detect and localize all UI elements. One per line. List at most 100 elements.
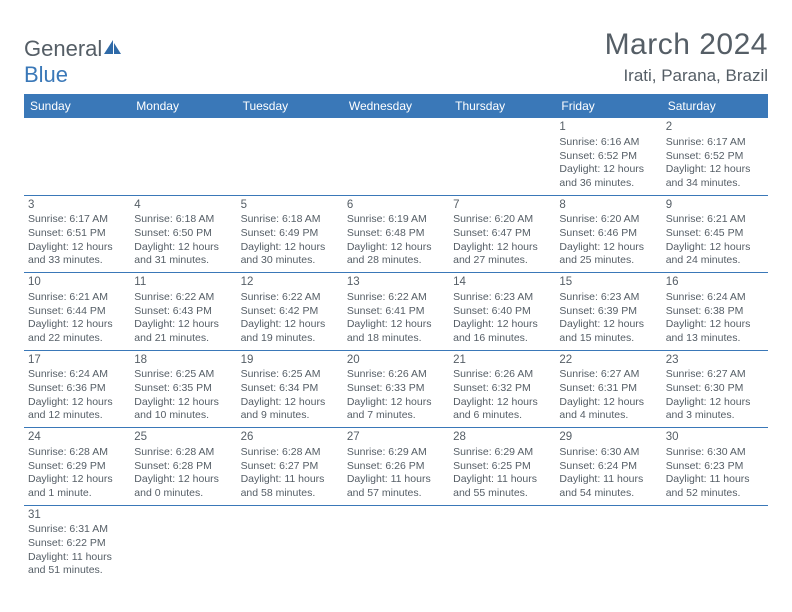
sunset-text: Sunset: 6:29 PM bbox=[28, 460, 126, 474]
sunset-text: Sunset: 6:34 PM bbox=[241, 382, 339, 396]
daylight-text: and 15 minutes. bbox=[559, 332, 657, 346]
daylight-text: Daylight: 12 hours bbox=[666, 241, 764, 255]
sunset-text: Sunset: 6:31 PM bbox=[559, 382, 657, 396]
calendar-day-cell: 24Sunrise: 6:28 AMSunset: 6:29 PMDayligh… bbox=[24, 428, 130, 506]
day-number: 19 bbox=[241, 353, 339, 368]
daylight-text: Daylight: 12 hours bbox=[347, 396, 445, 410]
logo: GeneralBlue bbox=[24, 36, 122, 88]
daylight-text: Daylight: 12 hours bbox=[134, 396, 232, 410]
day-number: 11 bbox=[134, 275, 232, 290]
calendar-day-cell bbox=[130, 505, 236, 582]
daylight-text: and 3 minutes. bbox=[666, 409, 764, 423]
calendar-day-cell bbox=[343, 505, 449, 582]
calendar-page: GeneralBlue March 2024 Irati, Parana, Br… bbox=[0, 0, 792, 602]
daylight-text: and 1 minute. bbox=[28, 487, 126, 501]
daylight-text: Daylight: 12 hours bbox=[453, 396, 551, 410]
daylight-text: and 25 minutes. bbox=[559, 254, 657, 268]
sunset-text: Sunset: 6:43 PM bbox=[134, 305, 232, 319]
calendar-week-row: 17Sunrise: 6:24 AMSunset: 6:36 PMDayligh… bbox=[24, 350, 768, 428]
day-number: 8 bbox=[559, 198, 657, 213]
weekday-header: Tuesday bbox=[237, 94, 343, 118]
daylight-text: and 0 minutes. bbox=[134, 487, 232, 501]
sunset-text: Sunset: 6:51 PM bbox=[28, 227, 126, 241]
daylight-text: Daylight: 12 hours bbox=[453, 318, 551, 332]
daylight-text: Daylight: 12 hours bbox=[347, 241, 445, 255]
calendar-day-cell: 9Sunrise: 6:21 AMSunset: 6:45 PMDaylight… bbox=[662, 195, 768, 273]
sunset-text: Sunset: 6:27 PM bbox=[241, 460, 339, 474]
day-number: 10 bbox=[28, 275, 126, 290]
sunset-text: Sunset: 6:22 PM bbox=[28, 537, 126, 551]
daylight-text: and 21 minutes. bbox=[134, 332, 232, 346]
daylight-text: and 10 minutes. bbox=[134, 409, 232, 423]
sunset-text: Sunset: 6:45 PM bbox=[666, 227, 764, 241]
calendar-week-row: 10Sunrise: 6:21 AMSunset: 6:44 PMDayligh… bbox=[24, 273, 768, 351]
daylight-text: Daylight: 11 hours bbox=[559, 473, 657, 487]
sunset-text: Sunset: 6:26 PM bbox=[347, 460, 445, 474]
calendar-day-cell bbox=[662, 505, 768, 582]
daylight-text: and 18 minutes. bbox=[347, 332, 445, 346]
sunset-text: Sunset: 6:25 PM bbox=[453, 460, 551, 474]
calendar-day-cell: 5Sunrise: 6:18 AMSunset: 6:49 PMDaylight… bbox=[237, 195, 343, 273]
daylight-text: Daylight: 12 hours bbox=[666, 318, 764, 332]
calendar-day-cell bbox=[130, 118, 236, 195]
calendar-day-cell: 27Sunrise: 6:29 AMSunset: 6:26 PMDayligh… bbox=[343, 428, 449, 506]
daylight-text: Daylight: 11 hours bbox=[241, 473, 339, 487]
sunset-text: Sunset: 6:36 PM bbox=[28, 382, 126, 396]
sunset-text: Sunset: 6:44 PM bbox=[28, 305, 126, 319]
calendar-day-cell: 16Sunrise: 6:24 AMSunset: 6:38 PMDayligh… bbox=[662, 273, 768, 351]
daylight-text: Daylight: 12 hours bbox=[453, 241, 551, 255]
calendar-day-cell: 11Sunrise: 6:22 AMSunset: 6:43 PMDayligh… bbox=[130, 273, 236, 351]
sunrise-text: Sunrise: 6:23 AM bbox=[453, 291, 551, 305]
calendar-day-cell: 2Sunrise: 6:17 AMSunset: 6:52 PMDaylight… bbox=[662, 118, 768, 195]
daylight-text: Daylight: 12 hours bbox=[559, 396, 657, 410]
sunset-text: Sunset: 6:39 PM bbox=[559, 305, 657, 319]
weekday-header: Saturday bbox=[662, 94, 768, 118]
daylight-text: and 34 minutes. bbox=[666, 177, 764, 191]
daylight-text: and 33 minutes. bbox=[28, 254, 126, 268]
calendar-day-cell bbox=[449, 118, 555, 195]
calendar-day-cell: 25Sunrise: 6:28 AMSunset: 6:28 PMDayligh… bbox=[130, 428, 236, 506]
daylight-text: and 28 minutes. bbox=[347, 254, 445, 268]
sunrise-text: Sunrise: 6:17 AM bbox=[666, 136, 764, 150]
calendar-week-row: 1Sunrise: 6:16 AMSunset: 6:52 PMDaylight… bbox=[24, 118, 768, 195]
sunrise-text: Sunrise: 6:18 AM bbox=[241, 213, 339, 227]
sunrise-text: Sunrise: 6:30 AM bbox=[666, 446, 764, 460]
daylight-text: Daylight: 12 hours bbox=[134, 241, 232, 255]
sunset-text: Sunset: 6:52 PM bbox=[666, 150, 764, 164]
sunset-text: Sunset: 6:38 PM bbox=[666, 305, 764, 319]
sunset-text: Sunset: 6:24 PM bbox=[559, 460, 657, 474]
daylight-text: Daylight: 12 hours bbox=[28, 396, 126, 410]
daylight-text: and 54 minutes. bbox=[559, 487, 657, 501]
weekday-header: Sunday bbox=[24, 94, 130, 118]
sunset-text: Sunset: 6:30 PM bbox=[666, 382, 764, 396]
sunrise-text: Sunrise: 6:22 AM bbox=[347, 291, 445, 305]
calendar-day-cell bbox=[343, 118, 449, 195]
daylight-text: and 31 minutes. bbox=[134, 254, 232, 268]
sunrise-text: Sunrise: 6:28 AM bbox=[134, 446, 232, 460]
logo-text: GeneralBlue bbox=[24, 36, 122, 88]
calendar-day-cell: 31Sunrise: 6:31 AMSunset: 6:22 PMDayligh… bbox=[24, 505, 130, 582]
calendar-day-cell bbox=[449, 505, 555, 582]
calendar-day-cell: 8Sunrise: 6:20 AMSunset: 6:46 PMDaylight… bbox=[555, 195, 661, 273]
sunrise-text: Sunrise: 6:24 AM bbox=[666, 291, 764, 305]
day-number: 21 bbox=[453, 353, 551, 368]
calendar-day-cell: 23Sunrise: 6:27 AMSunset: 6:30 PMDayligh… bbox=[662, 350, 768, 428]
daylight-text: and 30 minutes. bbox=[241, 254, 339, 268]
daylight-text: Daylight: 12 hours bbox=[347, 318, 445, 332]
calendar-day-cell: 3Sunrise: 6:17 AMSunset: 6:51 PMDaylight… bbox=[24, 195, 130, 273]
day-number: 4 bbox=[134, 198, 232, 213]
calendar-day-cell: 18Sunrise: 6:25 AMSunset: 6:35 PMDayligh… bbox=[130, 350, 236, 428]
day-number: 2 bbox=[666, 120, 764, 135]
daylight-text: Daylight: 12 hours bbox=[28, 473, 126, 487]
sunrise-text: Sunrise: 6:26 AM bbox=[347, 368, 445, 382]
daylight-text: Daylight: 12 hours bbox=[28, 241, 126, 255]
daylight-text: and 9 minutes. bbox=[241, 409, 339, 423]
day-number: 28 bbox=[453, 430, 551, 445]
sunrise-text: Sunrise: 6:20 AM bbox=[559, 213, 657, 227]
sunrise-text: Sunrise: 6:27 AM bbox=[666, 368, 764, 382]
calendar-week-row: 3Sunrise: 6:17 AMSunset: 6:51 PMDaylight… bbox=[24, 195, 768, 273]
sunset-text: Sunset: 6:50 PM bbox=[134, 227, 232, 241]
calendar-day-cell bbox=[237, 118, 343, 195]
sunrise-text: Sunrise: 6:19 AM bbox=[347, 213, 445, 227]
sunrise-text: Sunrise: 6:28 AM bbox=[241, 446, 339, 460]
